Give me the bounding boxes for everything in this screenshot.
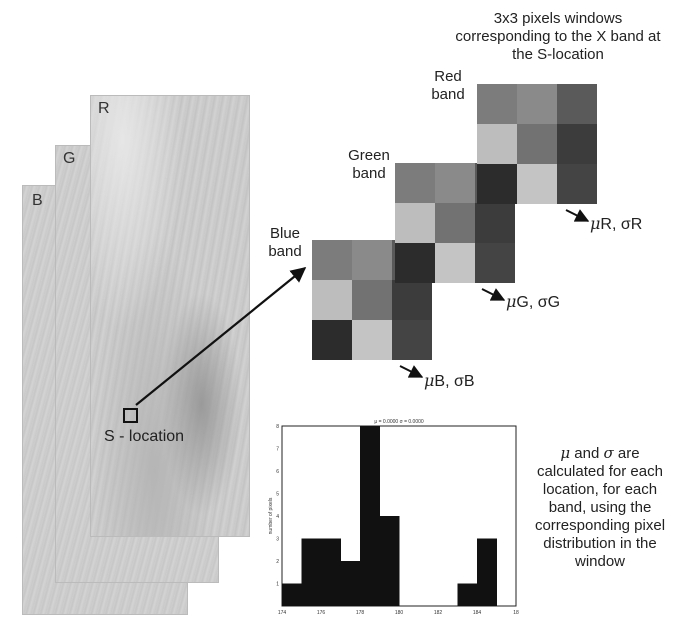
caption-line6: distribution in the (543, 535, 657, 552)
pixel-cell (312, 280, 352, 320)
red-stats-text: R, σR (600, 216, 643, 233)
green-band-label: Green band (340, 147, 398, 183)
red-window (477, 84, 597, 204)
green-band-label-line1: Green (348, 147, 390, 164)
red-stats-arrow (565, 209, 590, 222)
histogram-bar (282, 583, 302, 606)
blue-stats: μB, σB (424, 371, 475, 391)
pixel-cell (475, 203, 515, 243)
pixel-cell (477, 124, 517, 164)
mu-symbol: μ (560, 444, 571, 462)
caption-line1-end: are (613, 445, 640, 462)
histogram-bar (477, 538, 497, 606)
histogram-bar (457, 583, 478, 606)
pixel-cell (517, 164, 557, 204)
green-stats: μG, σG (506, 292, 560, 312)
histogram-x-tick: 182 (434, 610, 443, 616)
histogram-ylabel: number of pixels (268, 497, 274, 534)
histogram-x-tick: 174 (278, 610, 287, 616)
pixel-cell (312, 320, 352, 360)
layer-label-r: R (98, 100, 110, 117)
red-band-label-line1: Red (434, 68, 462, 85)
caption-line5: corresponding pixel (534, 517, 666, 534)
green-stats-arrow (481, 288, 506, 301)
histogram-bar (360, 426, 380, 606)
pixel-cell (312, 240, 352, 280)
red-band-image (90, 95, 250, 537)
histogram-y-tick: 7 (276, 447, 279, 453)
histogram-y-tick: 2 (276, 559, 279, 565)
histogram-title: μ = 0.0000 σ = 0.0000 (374, 419, 424, 425)
blue-stats-text: B, σB (434, 373, 475, 390)
blue-stats-arrow (399, 365, 424, 378)
histogram-y-tick: 4 (276, 514, 279, 520)
histogram-bar (379, 516, 400, 606)
red-band-label: Red band (425, 68, 471, 104)
mu-symbol: μ (424, 371, 435, 390)
histogram-x-tick: 178 (356, 610, 365, 616)
pixel-cell (557, 164, 597, 204)
histogram-y-tick: 6 (276, 469, 279, 475)
pixel-cell (435, 163, 475, 203)
histogram-y-tick: 5 (276, 492, 279, 498)
red-stats: μR, σR (590, 214, 642, 234)
caption-line4: band, using the (548, 499, 652, 516)
s-location-label: S - location (104, 428, 185, 445)
green-band-label-line2: band (352, 165, 386, 182)
pixel-cell (352, 280, 392, 320)
blue-band-label-line2: band (268, 243, 302, 260)
histogram-bar (301, 538, 322, 606)
red-band-label-line2: band (431, 86, 465, 103)
pixel-cell (435, 243, 475, 283)
pixel-cell (352, 320, 392, 360)
pixel-cell (517, 124, 557, 164)
blue-band-label: Blue band (262, 225, 308, 261)
pixel-cell (435, 203, 475, 243)
histogram-x-tick: 176 (317, 610, 326, 616)
pixel-cell (477, 84, 517, 124)
pixel-cell (352, 240, 392, 280)
windows-title: 3x3 pixels windows corresponding to the … (455, 10, 661, 63)
histogram-x-tick: 18 (513, 610, 519, 616)
histogram-y-tick: 3 (276, 537, 279, 543)
explanation-caption: μ and σ are calculated for each location… (520, 444, 680, 571)
sigma-symbol: σ (603, 444, 614, 462)
pixel-cell (475, 243, 515, 283)
histogram-y-tick: 8 (276, 424, 279, 430)
caption-line1: μ and σ are (520, 444, 680, 463)
histogram-x-tick: 184 (473, 610, 482, 616)
pixel-cell (477, 164, 517, 204)
pixel-cell (395, 163, 435, 203)
pixel-cell (557, 84, 597, 124)
pixel-cell (395, 243, 435, 283)
caption-line3: location, for each (542, 481, 658, 498)
layer-label-g: G (63, 150, 76, 167)
blue-band-label-line1: Blue (269, 225, 301, 242)
histogram-x-tick: 180 (395, 610, 404, 616)
caption-line2: calculated for each (537, 463, 663, 480)
layer-label-b: B (32, 192, 43, 209)
mu-symbol: μ (506, 292, 517, 311)
pixel-cell (395, 203, 435, 243)
s-location-arrow (135, 267, 307, 406)
mu-symbol: μ (590, 214, 601, 233)
histogram-y-tick: 1 (276, 582, 279, 588)
pixel-cell (517, 84, 557, 124)
histogram-bar (340, 561, 361, 606)
caption-line1-rest: and (570, 445, 604, 462)
caption-line7: window (574, 553, 626, 570)
histogram-bar (321, 538, 341, 606)
pixel-cell (557, 124, 597, 164)
green-stats-text: G, σG (516, 294, 561, 311)
pixel-cell (392, 320, 432, 360)
pixel-cell (392, 280, 432, 320)
s-location-marker (123, 408, 138, 423)
